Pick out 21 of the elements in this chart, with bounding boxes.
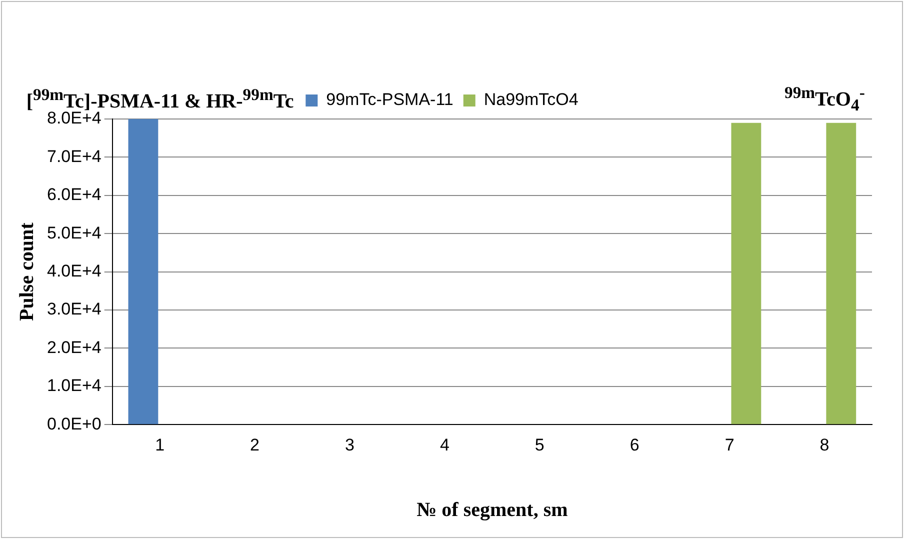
y-tick-label: 4.0E+4 — [46, 261, 102, 280]
y-tick-label: 5.0E+4 — [46, 223, 102, 242]
x-axis-title: № of segment, sm — [416, 499, 568, 522]
x-tick-label: 8 — [820, 435, 830, 454]
x-tick-label: 4 — [440, 435, 450, 454]
annotation: [$^{99m}$Tc]-PSMA-11 & HR-$^{99m}$Tc — [26, 84, 294, 113]
y-tick-label: 7.0E+4 — [46, 146, 102, 166]
x-tick-label: 3 — [345, 435, 354, 454]
x-tick-label: 7 — [724, 435, 734, 454]
y-tick-label: 1.0E+4 — [46, 376, 102, 396]
x-tick-label: 6 — [630, 435, 640, 454]
y-axis-title: Pulse count — [16, 222, 38, 321]
y-tick-label: 6.0E+4 — [46, 185, 102, 204]
y-tick-label: 2.0E+4 — [46, 338, 102, 357]
x-tick-label: 2 — [250, 435, 260, 454]
y-tick-label: 3.0E+4 — [46, 300, 102, 319]
legend-label: Na99mTcO4 — [484, 90, 578, 110]
x-tick-label: 1 — [155, 435, 165, 454]
legend-label: 99mTc-PSMA-11 — [326, 90, 454, 110]
x-tick-label: 5 — [534, 435, 544, 454]
y-tick-label: 0.0E+0 — [46, 414, 102, 434]
